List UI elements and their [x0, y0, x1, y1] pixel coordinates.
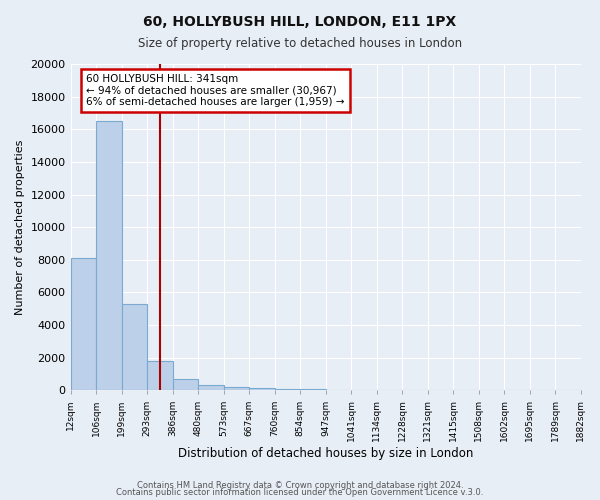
- Bar: [147, 361, 173, 390]
- Text: 60, HOLLYBUSH HILL, LONDON, E11 1PX: 60, HOLLYBUSH HILL, LONDON, E11 1PX: [143, 15, 457, 29]
- Bar: [249, 388, 275, 390]
- Bar: [96, 121, 122, 390]
- Bar: [71, 258, 96, 390]
- Bar: [224, 387, 249, 390]
- Text: Contains public sector information licensed under the Open Government Licence v.: Contains public sector information licen…: [116, 488, 484, 497]
- Text: 60 HOLLYBUSH HILL: 341sqm
← 94% of detached houses are smaller (30,967)
6% of se: 60 HOLLYBUSH HILL: 341sqm ← 94% of detac…: [86, 74, 344, 107]
- Bar: [198, 386, 224, 390]
- Text: Size of property relative to detached houses in London: Size of property relative to detached ho…: [138, 38, 462, 51]
- Bar: [275, 388, 300, 390]
- Bar: [122, 304, 147, 390]
- Bar: [173, 379, 198, 390]
- Y-axis label: Number of detached properties: Number of detached properties: [15, 140, 25, 315]
- Text: Contains HM Land Registry data © Crown copyright and database right 2024.: Contains HM Land Registry data © Crown c…: [137, 480, 463, 490]
- X-axis label: Distribution of detached houses by size in London: Distribution of detached houses by size …: [178, 447, 473, 460]
